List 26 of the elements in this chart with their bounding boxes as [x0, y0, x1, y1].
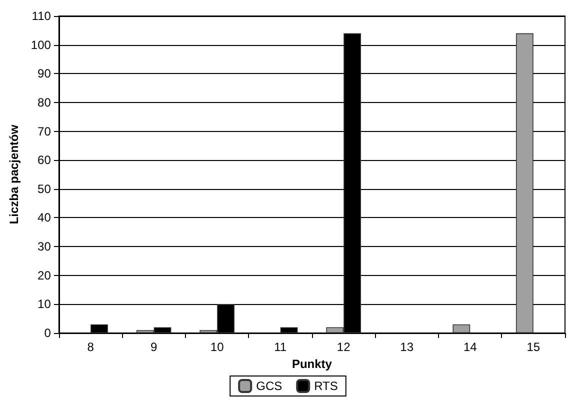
legend-label: GCS: [256, 379, 282, 393]
x-tick-label: 13: [400, 340, 414, 354]
y-tick-label: 80: [38, 95, 52, 110]
y-tick-label: 90: [38, 66, 52, 81]
x-tick-label: 12: [336, 340, 351, 354]
y-tick-label: 110: [32, 9, 52, 23]
x-tick-label: 11: [274, 340, 287, 354]
y-tick-label: 60: [38, 153, 52, 168]
y-tick-label: 10: [38, 297, 52, 312]
x-tick-label: 9: [150, 340, 158, 354]
legend-label: RTS: [314, 379, 338, 393]
y-tick-label: 0: [44, 326, 52, 340]
x-tick-label: 15: [526, 340, 540, 354]
bar: [516, 33, 534, 333]
x-tick-label: 8: [87, 340, 94, 354]
y-tick-label: 100: [30, 38, 52, 52]
y-tick-label: 70: [38, 124, 52, 138]
y-tick-label: 20: [38, 268, 52, 282]
x-tick-label: 10: [210, 340, 224, 354]
bar: [452, 324, 470, 333]
y-tick-label: 50: [38, 182, 52, 196]
x-axis-title: Punkty: [292, 356, 332, 371]
y-axis-title: Liczba pacjentów: [7, 124, 21, 224]
y-tick-label: 30: [38, 240, 52, 254]
y-tick-label: 40: [38, 210, 52, 225]
x-tick-label: 14: [463, 340, 478, 354]
